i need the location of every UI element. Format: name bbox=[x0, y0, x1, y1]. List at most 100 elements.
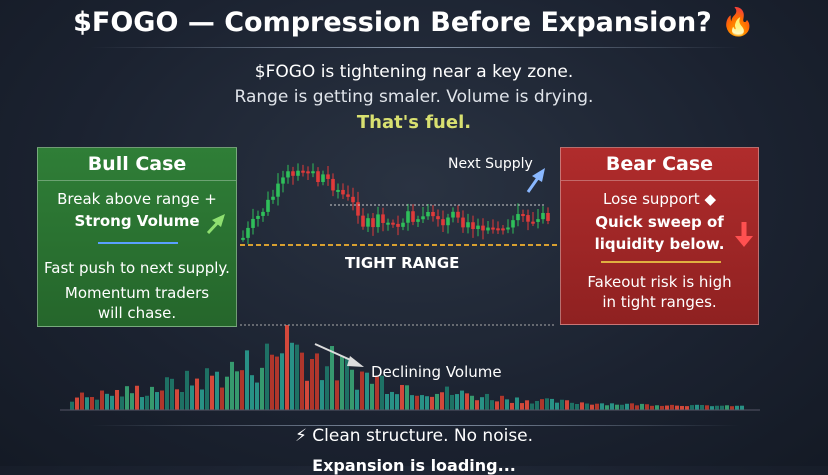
bull-title: Bull Case bbox=[38, 148, 236, 181]
volume-bar bbox=[115, 389, 119, 410]
volume-bar bbox=[560, 399, 564, 410]
volume-bar bbox=[555, 402, 559, 410]
volume-bar bbox=[295, 344, 299, 410]
volume-bar bbox=[675, 405, 679, 410]
volume-bar bbox=[210, 375, 214, 410]
volume-bar bbox=[135, 385, 139, 410]
volume-bar bbox=[220, 387, 224, 410]
volume-bar bbox=[380, 375, 384, 410]
volume-bar bbox=[130, 393, 134, 410]
volume-bar bbox=[715, 405, 719, 410]
volume-bar bbox=[190, 385, 194, 410]
volume-bar bbox=[455, 394, 459, 410]
volume-bar bbox=[425, 396, 429, 410]
volume-bar bbox=[475, 400, 479, 410]
bull-box: Bull Case Break above range + Strong Vol… bbox=[37, 147, 237, 327]
volume-bar bbox=[95, 399, 99, 410]
volume-bar bbox=[435, 393, 439, 410]
volume-bar bbox=[205, 368, 209, 410]
arrow-head bbox=[212, 214, 225, 227]
volume-bar bbox=[595, 403, 599, 410]
range-label: TIGHT RANGE bbox=[345, 254, 459, 272]
footer: ⚡ Clean structure. No noise. bbox=[294, 426, 534, 446]
volume-bar bbox=[85, 397, 89, 410]
volume-bar bbox=[570, 402, 574, 410]
volume-bar bbox=[265, 343, 269, 410]
volume-bar bbox=[565, 400, 569, 410]
volume-bar bbox=[355, 389, 359, 410]
volume-bar bbox=[90, 397, 94, 410]
volume-bar bbox=[335, 380, 339, 410]
volume-bar bbox=[440, 392, 444, 410]
volume-bar bbox=[395, 394, 399, 410]
divider bbox=[90, 425, 740, 426]
volume-bar bbox=[685, 406, 689, 410]
bear-line: Lose support ◆ bbox=[603, 190, 716, 208]
volume-bar bbox=[415, 395, 419, 410]
volume-bar bbox=[650, 405, 654, 410]
volume-bar bbox=[155, 392, 159, 410]
volume-bar bbox=[590, 404, 594, 410]
volume-bar bbox=[100, 390, 104, 410]
volume-bar bbox=[290, 342, 294, 410]
volume-bar bbox=[680, 405, 684, 410]
volume-bar bbox=[340, 355, 344, 410]
arrow-head bbox=[347, 356, 364, 367]
volume-bar bbox=[690, 405, 694, 410]
volume-bar bbox=[540, 399, 544, 410]
volume-bar bbox=[695, 404, 699, 410]
volume-bar bbox=[385, 393, 389, 410]
volume-bar bbox=[105, 393, 109, 410]
volume-bar bbox=[710, 406, 714, 410]
volume-bar bbox=[125, 386, 129, 410]
volume-bar bbox=[230, 361, 234, 410]
volume-bar bbox=[145, 395, 149, 410]
volume-bar bbox=[120, 396, 124, 410]
volume-bar bbox=[625, 403, 629, 410]
volume-bar bbox=[480, 397, 484, 410]
volume-bar bbox=[655, 405, 659, 410]
volume-bar bbox=[390, 391, 394, 410]
volume-bar bbox=[375, 376, 379, 410]
volume-bar bbox=[255, 382, 259, 410]
volume-bar bbox=[725, 405, 729, 410]
volume-bar bbox=[705, 405, 709, 410]
volume-bar bbox=[165, 377, 169, 410]
volume-bar bbox=[460, 390, 464, 410]
volume-bar bbox=[500, 395, 504, 410]
volume-bar bbox=[505, 399, 509, 410]
underline bbox=[98, 242, 178, 244]
volume-bar bbox=[410, 395, 414, 410]
bear-line: in tight ranges. bbox=[602, 293, 717, 311]
volume-bar bbox=[270, 354, 274, 410]
volume-bar bbox=[345, 357, 349, 410]
volume-bar bbox=[170, 378, 174, 410]
volume-bar bbox=[720, 405, 724, 410]
volume-bar bbox=[740, 405, 744, 410]
bear-line: liquidity below. bbox=[594, 235, 725, 253]
volume-bar bbox=[80, 392, 84, 410]
bear-title: Bear Case bbox=[561, 148, 758, 181]
volume-bar bbox=[275, 356, 279, 410]
volume-bar bbox=[735, 405, 739, 410]
volume-bar bbox=[485, 393, 489, 410]
volume-bar bbox=[515, 397, 519, 410]
volume-bar bbox=[535, 400, 539, 410]
volume-bar bbox=[635, 405, 639, 410]
volume-bar bbox=[350, 369, 354, 410]
volume-bar bbox=[140, 397, 144, 410]
volume-bar bbox=[420, 395, 424, 410]
volume-bar bbox=[365, 372, 369, 410]
volume-bar bbox=[310, 359, 314, 410]
volume-bar bbox=[325, 366, 329, 410]
subtitle: Range is getting smaler. Volume is dryin… bbox=[234, 87, 594, 107]
volume-bar bbox=[580, 402, 584, 410]
volume-bar bbox=[700, 405, 704, 410]
volume-bar bbox=[730, 406, 734, 410]
title: $FOGO — Compression Before Expansion? 🔥 bbox=[73, 7, 755, 38]
volume-bar bbox=[530, 403, 534, 410]
volume-label: Declining Volume bbox=[371, 363, 502, 381]
volume-bar bbox=[470, 395, 474, 410]
